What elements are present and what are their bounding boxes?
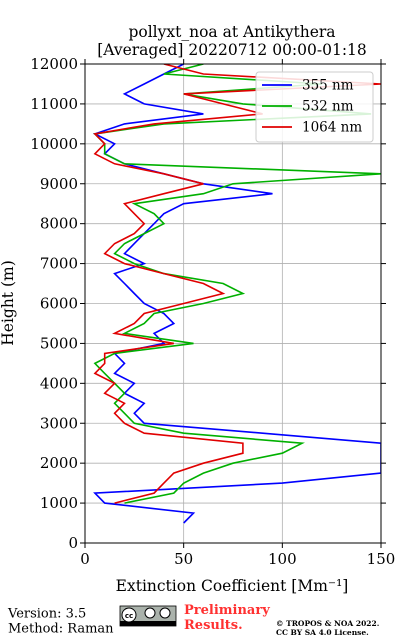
x-tick-label: 100 bbox=[268, 550, 297, 568]
legend-label: 532 nm bbox=[302, 99, 354, 115]
copyright: © TROPOS & NOA 2022. bbox=[276, 619, 379, 628]
y-tick-label: 7000 bbox=[40, 255, 78, 273]
legend: 355 nm 532 nm 1064 nm bbox=[255, 71, 374, 143]
series-line bbox=[92, 64, 381, 524]
version: Version: 3.5 bbox=[7, 607, 86, 622]
y-tick-label: 11000 bbox=[30, 95, 78, 113]
y-tick-label: 1000 bbox=[40, 494, 78, 512]
y-tick-label: 10000 bbox=[30, 135, 78, 153]
x-tick-label: 0 bbox=[80, 550, 90, 568]
legend-label: 355 nm bbox=[302, 78, 354, 94]
x-tick-label: 150 bbox=[367, 550, 396, 568]
x-axis-label: Extinction Coefficient [Mm⁻¹] bbox=[116, 577, 349, 595]
y-tick-label: 6000 bbox=[40, 295, 78, 313]
series-line bbox=[93, 64, 381, 504]
chart-title: pollyxt_noa at Antikythera bbox=[128, 23, 335, 41]
y-tick-label: 2000 bbox=[40, 454, 78, 472]
y-tick-label: 8000 bbox=[40, 215, 78, 233]
y-axis-label: Height (m) bbox=[0, 260, 17, 346]
cc-logo: cc bbox=[119, 605, 177, 627]
chart-subtitle: [Averaged] 20220712 00:00-01:18 bbox=[97, 41, 367, 59]
plot-area bbox=[92, 64, 381, 524]
y-tick-label: 4000 bbox=[40, 374, 78, 392]
method: Method: Raman bbox=[8, 622, 114, 637]
y-tick-label: 5000 bbox=[40, 334, 78, 352]
y-tick-label: 12000 bbox=[30, 55, 78, 73]
y-tick-label: 9000 bbox=[40, 175, 78, 193]
y-tick-label: 0 bbox=[68, 534, 78, 552]
license: CC BY SA 4.0 License. bbox=[276, 628, 369, 637]
svg-text:cc: cc bbox=[125, 612, 133, 620]
x-tick-label: 50 bbox=[174, 550, 193, 568]
legend-label: 1064 nm bbox=[302, 120, 362, 136]
legend-box bbox=[255, 71, 374, 143]
ticks: 0100020003000400050006000700080009000100… bbox=[30, 55, 395, 568]
y-tick-label: 3000 bbox=[40, 414, 78, 432]
status-line: Preliminary Results. bbox=[184, 603, 270, 633]
